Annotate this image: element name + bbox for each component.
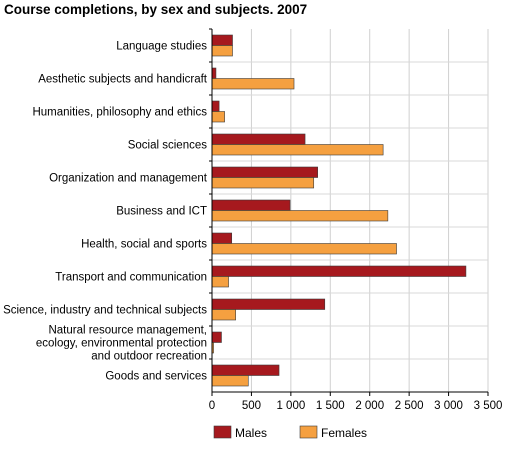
bar-females-1 xyxy=(211,78,295,90)
bars xyxy=(211,34,467,387)
bar-females-7 xyxy=(211,276,229,288)
legend-swatch-females xyxy=(299,425,318,439)
x-tick-label: 500 xyxy=(242,400,261,412)
x-tick-label: 2 000 xyxy=(355,400,384,412)
bar-males-4 xyxy=(211,166,318,178)
bar-females-0 xyxy=(211,45,233,57)
legend-swatch-males xyxy=(213,425,232,439)
chart-title: Course completions, by sex and subjects.… xyxy=(4,2,308,17)
bar-females-4 xyxy=(211,177,315,189)
x-tick-label: 0 xyxy=(209,400,215,412)
bar-males-8 xyxy=(211,298,326,310)
bar-males-1 xyxy=(211,67,217,79)
legend-label-females: Females xyxy=(321,426,367,440)
category-label: Aesthetic subjects and handicraft xyxy=(38,74,208,86)
category-label: Goods and services xyxy=(105,371,207,383)
bar-females-10 xyxy=(211,375,249,387)
bar-males-10 xyxy=(211,364,280,376)
bar-females-3 xyxy=(211,144,384,156)
axes xyxy=(209,28,489,396)
x-tick-labels: 0 500 1 000 1 500 2 000 2 500 3 000 3 500 xyxy=(209,400,503,412)
bar-females-5 xyxy=(211,210,389,222)
x-tick-label: 3 000 xyxy=(434,400,463,412)
bar-males-0 xyxy=(211,34,233,46)
bar-females-8 xyxy=(211,309,236,321)
category-label: Humanities, philosophy and ethics xyxy=(32,107,207,119)
category-label: Natural resource management, xyxy=(48,325,207,337)
bar-males-7 xyxy=(211,265,467,277)
legend: Males Females xyxy=(213,425,367,440)
category-label: Social sciences xyxy=(128,140,208,152)
bar-females-6 xyxy=(211,243,397,255)
category-label: Language studies xyxy=(116,41,207,53)
bar-males-6 xyxy=(211,232,233,244)
bar-males-3 xyxy=(211,133,306,145)
x-tick-label: 1 000 xyxy=(276,400,305,412)
bar-females-2 xyxy=(211,111,225,123)
x-tick-label: 1 500 xyxy=(316,400,345,412)
category-label: Health, social and sports xyxy=(81,239,207,251)
legend-label-males: Males xyxy=(235,426,267,440)
category-labels: Language studies Aesthetic subjects and h… xyxy=(3,41,208,383)
bar-males-2 xyxy=(211,100,220,112)
bar-males-9 xyxy=(211,331,222,343)
category-label: and outdoor recreation xyxy=(91,351,207,363)
category-label: ecology, environmental protection xyxy=(36,338,207,350)
category-label: Science, industry and technical subjects xyxy=(3,305,207,317)
category-label: Transport and communication xyxy=(55,272,207,284)
x-tick-label: 3 500 xyxy=(474,400,503,412)
bar-males-5 xyxy=(211,199,291,211)
category-label: Organization and management xyxy=(49,173,208,185)
category-label: Business and ICT xyxy=(116,206,207,218)
x-tick-label: 2 500 xyxy=(395,400,424,412)
